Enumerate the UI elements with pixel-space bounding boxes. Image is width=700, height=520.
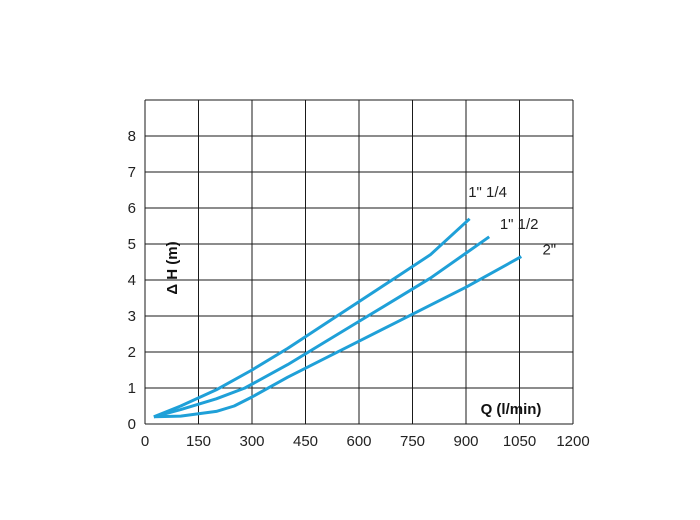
series-labels: 1" 1/4 1" 1/22" — [468, 184, 556, 259]
x-tick-label: 150 — [186, 433, 211, 450]
y-tick-label: 6 — [128, 200, 136, 217]
series-label-3: 2" — [542, 242, 556, 259]
y-tick-label: 7 — [128, 164, 136, 181]
grid — [144, 99, 574, 425]
y-tick-label: 5 — [128, 236, 136, 253]
x-axis-label: Q (l/min) — [481, 401, 542, 418]
series-lines — [153, 217, 523, 419]
y-tick-label: 3 — [128, 308, 136, 325]
series-label-2: 1" 1/2 — [500, 216, 539, 233]
y-tick-label: 4 — [128, 272, 136, 289]
x-tick-label: 750 — [400, 433, 425, 450]
series-line-2 — [153, 235, 491, 419]
x-tick-label: 450 — [293, 433, 318, 450]
x-tick-labels: 0 150 300 450 600 750 900 1050 1200 — [141, 433, 590, 450]
y-tick-label: 2 — [128, 344, 136, 361]
series-label-1: 1" 1/4 — [468, 184, 507, 201]
series-line-3 — [153, 255, 523, 419]
x-tick-label: 1050 — [503, 433, 536, 450]
x-tick-label: 0 — [141, 433, 149, 450]
y-tick-label: 8 — [128, 128, 136, 145]
x-tick-label: 600 — [346, 433, 371, 450]
y-axis-label: Δ H (m) — [164, 241, 181, 294]
y-tick-label: 1 — [128, 380, 136, 397]
x-tick-label: 1200 — [556, 433, 589, 450]
x-tick-label: 300 — [239, 433, 264, 450]
y-tick-labels: 0 1 2 3 4 5 6 7 8 — [128, 128, 136, 433]
y-tick-label: 0 — [128, 416, 136, 433]
series-line-1 — [153, 217, 471, 419]
x-tick-label: 900 — [453, 433, 478, 450]
